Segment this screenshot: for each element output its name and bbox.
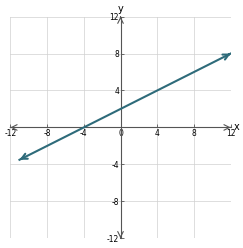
- Text: y: y: [118, 4, 123, 14]
- Text: x: x: [234, 123, 239, 132]
